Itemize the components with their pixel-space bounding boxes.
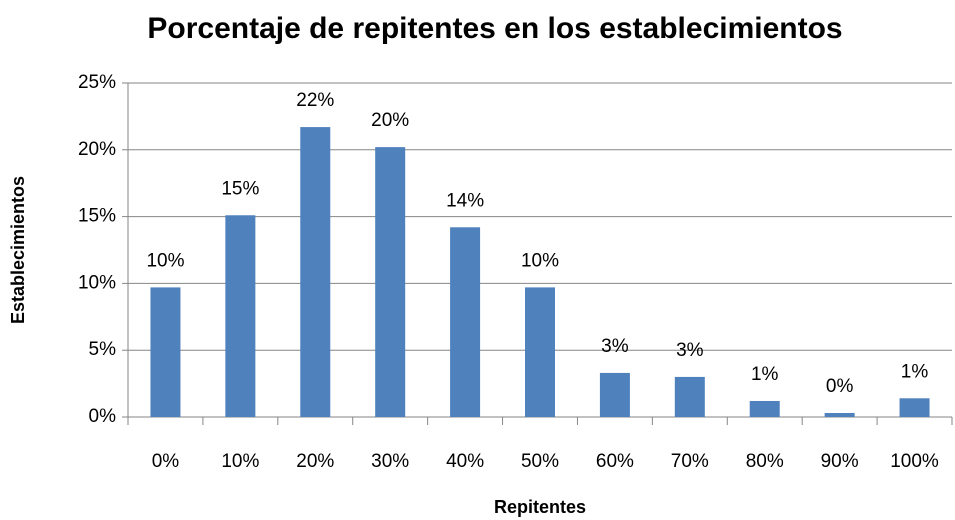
- bar: [450, 227, 481, 417]
- bar: [150, 287, 181, 417]
- bar: [599, 372, 630, 417]
- bar: [899, 398, 930, 417]
- bar: [824, 412, 855, 417]
- y-tick-label: 5%: [89, 339, 117, 360]
- x-tick-label: 80%: [746, 451, 784, 472]
- y-axis-label: Establecimientos: [8, 176, 28, 324]
- data-label: 3%: [601, 336, 629, 357]
- bar: [674, 376, 705, 417]
- x-tick-label: 0%: [152, 451, 180, 472]
- x-tick-label: 90%: [821, 451, 859, 472]
- bar: [749, 400, 780, 417]
- data-label: 14%: [446, 190, 484, 211]
- bar: [525, 287, 555, 417]
- x-tick-label: 50%: [521, 451, 559, 472]
- y-tick-label: 20%: [78, 139, 116, 160]
- y-tick-label: 10%: [78, 272, 116, 293]
- data-label: 0%: [826, 376, 854, 397]
- data-label: 10%: [521, 250, 559, 271]
- data-label: 10%: [146, 250, 184, 271]
- data-label: 22%: [296, 90, 334, 111]
- bar: [300, 127, 331, 417]
- x-tick-label: 60%: [596, 451, 634, 472]
- x-tick-label: 40%: [446, 451, 484, 472]
- data-label: 20%: [371, 110, 409, 131]
- data-label: 15%: [221, 178, 259, 199]
- y-tick-label: 25%: [78, 72, 116, 93]
- y-tick-label: 0%: [89, 406, 117, 427]
- x-tick-label: 30%: [371, 451, 409, 472]
- data-label: 3%: [676, 340, 704, 361]
- x-tick-label: 70%: [671, 451, 709, 472]
- data-label: 1%: [901, 361, 929, 382]
- x-tick-label: 10%: [221, 451, 259, 472]
- chart-title: Porcentaje de repitentes en los establec…: [147, 12, 842, 45]
- bar: [225, 215, 256, 417]
- y-tick-label: 15%: [78, 206, 116, 227]
- bar: [375, 147, 406, 418]
- x-axis-label: Repitentes: [494, 497, 586, 517]
- x-tick-label: 20%: [296, 451, 334, 472]
- x-tick-label: 100%: [890, 451, 939, 472]
- data-label: 1%: [751, 364, 779, 385]
